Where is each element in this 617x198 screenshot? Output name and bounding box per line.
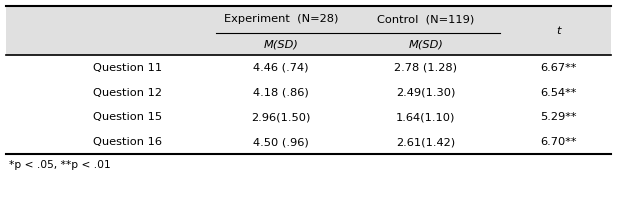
Text: M(SD): M(SD) [408, 39, 443, 49]
Bar [6, 6, 611, 55]
Text: 6.54**: 6.54** [540, 88, 576, 98]
Text: t: t [556, 26, 561, 36]
Text: Question 16: Question 16 [93, 137, 162, 147]
Text: M(SD): M(SD) [263, 39, 298, 49]
Text: Control  (N=119): Control (N=119) [377, 14, 474, 24]
Text: Question 11: Question 11 [93, 63, 162, 73]
Text: 1.64(1.10): 1.64(1.10) [396, 112, 455, 122]
Text: 4.46 (.74): 4.46 (.74) [253, 63, 308, 73]
Text: 6.70**: 6.70** [540, 137, 577, 147]
Text: 6.67**: 6.67** [540, 63, 576, 73]
Text: 2.78 (1.28): 2.78 (1.28) [394, 63, 457, 73]
Text: Question 12: Question 12 [93, 88, 162, 98]
Text: *p < .05, **p < .01: *p < .05, **p < .01 [9, 160, 111, 170]
Text: 4.18 (.86): 4.18 (.86) [253, 88, 308, 98]
Text: 2.49(1.30): 2.49(1.30) [396, 88, 455, 98]
Text: 2.61(1.42): 2.61(1.42) [396, 137, 455, 147]
Text: 4.50 (.96): 4.50 (.96) [253, 137, 308, 147]
Text: Question 15: Question 15 [93, 112, 162, 122]
Text: Experiment  (N=28): Experiment (N=28) [223, 14, 338, 24]
Text: 2.96(1.50): 2.96(1.50) [251, 112, 310, 122]
Text: 5.29**: 5.29** [540, 112, 577, 122]
